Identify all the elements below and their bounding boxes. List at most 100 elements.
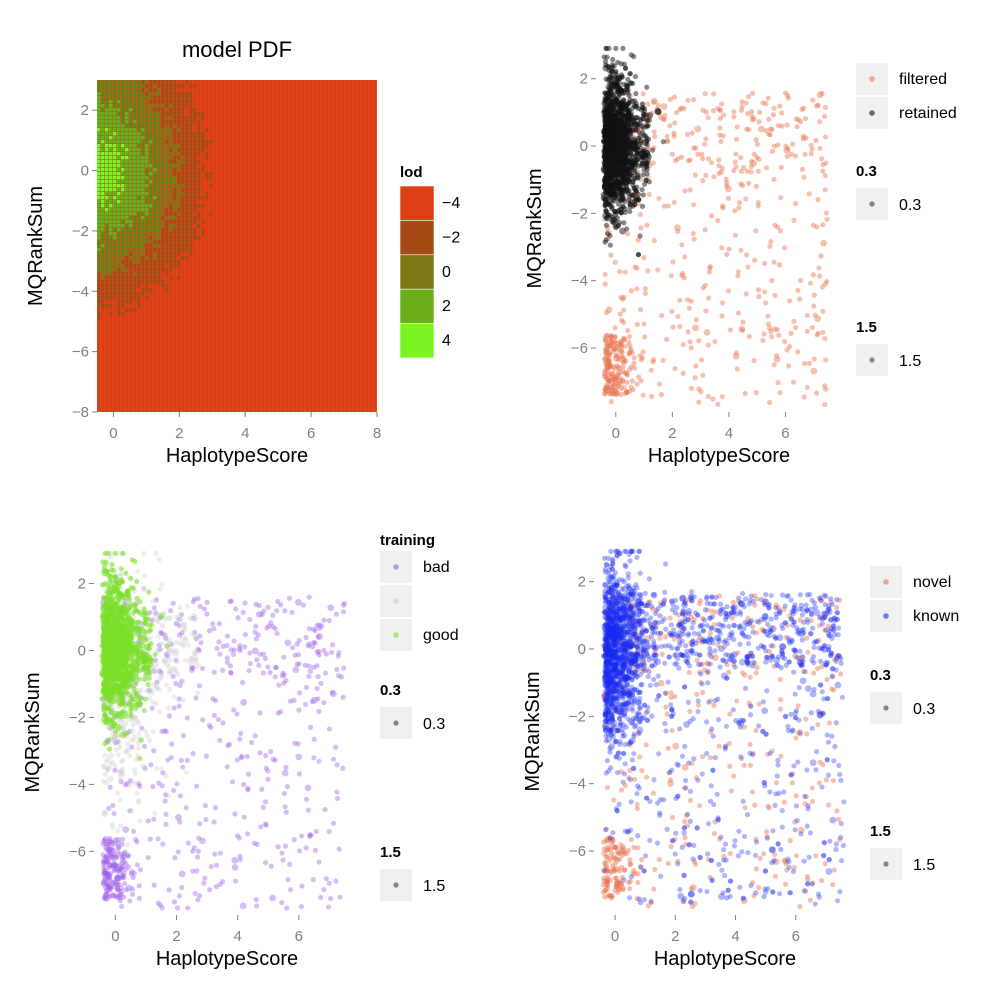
- heatmap-cell: [149, 164, 153, 168]
- data-point: [609, 62, 616, 68]
- heatmap-cell: [105, 160, 109, 164]
- data-point: [670, 259, 676, 265]
- data-point: [316, 708, 322, 715]
- data-point: [634, 381, 640, 387]
- heatmap-cell: [97, 316, 101, 320]
- heatmap-cell: [117, 256, 121, 260]
- heatmap-cell: [181, 268, 185, 272]
- heatmap-cell: [129, 200, 133, 204]
- legend-color-key: [399, 185, 435, 221]
- data-point: [194, 783, 200, 789]
- data-point: [773, 355, 781, 363]
- data-point: [258, 824, 264, 830]
- data-point: [603, 342, 610, 349]
- heatmap-cell: [209, 148, 213, 152]
- heatmap-cell: [145, 204, 149, 208]
- data-point: [605, 362, 612, 368]
- heatmap-cell: [153, 148, 157, 152]
- heatmap-cell: [201, 120, 205, 124]
- data-point: [755, 168, 761, 174]
- heatmap-cell: [109, 200, 113, 204]
- heatmap-cell: [133, 160, 137, 164]
- data-point: [719, 313, 725, 319]
- data-point: [605, 332, 611, 339]
- data-point: [122, 880, 128, 887]
- data-point: [262, 655, 268, 661]
- data-point: [211, 669, 217, 675]
- heatmap-cell: [137, 124, 141, 128]
- data-point: [288, 887, 294, 893]
- heatmap-cell: [117, 212, 121, 216]
- data-point: [306, 663, 312, 669]
- heatmap-cell: [113, 308, 117, 312]
- heatmap-cell: [97, 92, 101, 96]
- heatmap-cell: [181, 124, 185, 128]
- heatmap-cell: [113, 212, 117, 216]
- heatmap-cell: [97, 188, 101, 192]
- data-point: [616, 219, 622, 226]
- data-point: [628, 288, 635, 294]
- data-point: [263, 822, 269, 828]
- heatmap-cell: [149, 204, 153, 208]
- heatmap-cell: [121, 240, 125, 244]
- heatmap-cell: [141, 244, 145, 248]
- heatmap-cell: [141, 272, 145, 276]
- heatmap-cell: [117, 292, 121, 296]
- heatmap-cell: [97, 284, 101, 288]
- data-point: [103, 758, 109, 765]
- heatmap-cell: [105, 312, 109, 316]
- heatmap-cell: [209, 172, 213, 176]
- heatmap-cell: [137, 288, 141, 292]
- heatmap-cell: [117, 176, 121, 180]
- heatmap-cell: [209, 140, 213, 144]
- heatmap-cell: [113, 224, 117, 228]
- size-legend-title: 1.5: [856, 319, 877, 336]
- data-point: [334, 795, 341, 802]
- data-point: [307, 668, 313, 674]
- data-point: [203, 816, 209, 823]
- heatmap-cell: [125, 204, 129, 208]
- data-point: [742, 390, 748, 397]
- heatmap-cell: [169, 260, 173, 264]
- heatmap-cell: [149, 212, 153, 216]
- heatmap-cell: [205, 208, 209, 212]
- data-point: [607, 363, 614, 369]
- heatmap-cell: [117, 268, 121, 272]
- heatmap-cell: [129, 260, 133, 264]
- data-point: [788, 330, 794, 336]
- data-point: [155, 836, 161, 842]
- heatmap-cell: [205, 112, 209, 116]
- data-point: [180, 643, 186, 649]
- size-legend-title: 0.3: [856, 163, 877, 180]
- heatmap-cell: [153, 88, 157, 92]
- data-point: [607, 242, 613, 248]
- heatmap-cell: [153, 284, 157, 288]
- heatmap-cell: [145, 88, 149, 92]
- heatmap-cell: [157, 284, 161, 288]
- data-point: [246, 667, 252, 674]
- heatmap-cell: [157, 116, 161, 120]
- data-point: [315, 673, 321, 680]
- data-point: [702, 91, 708, 97]
- heatmap-cell: [101, 256, 105, 260]
- heatmap-cell: [189, 100, 193, 104]
- heatmap-cell: [197, 140, 201, 144]
- heatmap-cell: [121, 244, 125, 248]
- data-point: [101, 861, 107, 868]
- heatmap-cell: [185, 112, 189, 116]
- heatmap-cell: [125, 192, 129, 196]
- heatmap-cell: [113, 84, 117, 88]
- heatmap-cell: [101, 240, 105, 244]
- heatmap-cell: [101, 136, 105, 140]
- heatmap-cell: [97, 304, 101, 308]
- heatmap-cell: [121, 160, 125, 164]
- data-point: [604, 347, 610, 353]
- data-point: [103, 853, 110, 860]
- heatmap-cell: [173, 204, 177, 208]
- data-point: [711, 174, 717, 180]
- heatmap-cell: [181, 96, 185, 100]
- heatmap-cell: [185, 188, 189, 192]
- data-point: [672, 157, 679, 164]
- data-point: [605, 388, 611, 394]
- heatmap-cell: [173, 252, 177, 256]
